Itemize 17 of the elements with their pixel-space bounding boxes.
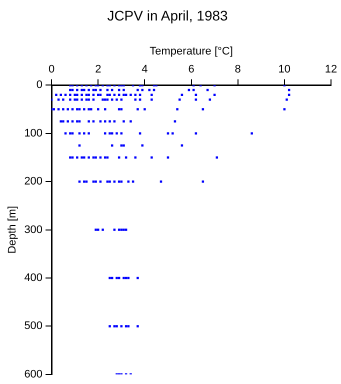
x-tick-label: 6 bbox=[188, 64, 194, 76]
y-tick-label: 600 bbox=[24, 368, 43, 380]
x-tick-label: 2 bbox=[95, 64, 102, 76]
y-tick-label: 300 bbox=[24, 224, 43, 236]
x-axis-title: Temperature [°C] bbox=[150, 45, 233, 58]
y-tick-label: 200 bbox=[24, 176, 43, 188]
y-axis-title: Depth [m] bbox=[6, 206, 19, 254]
x-tick-label: 12 bbox=[324, 64, 338, 76]
y-tick-label: 400 bbox=[24, 272, 43, 284]
x-tick-label: 10 bbox=[278, 64, 291, 76]
y-tick-label: 500 bbox=[24, 320, 43, 332]
y-tick-label: 100 bbox=[24, 127, 43, 140]
y-tick-label: 0 bbox=[36, 79, 43, 92]
x-tick-label: 0 bbox=[48, 64, 55, 76]
chart-title: JCPV in April, 1983 bbox=[107, 7, 228, 24]
x-tick-label: 4 bbox=[142, 64, 148, 76]
x-tick-label: 8 bbox=[234, 64, 241, 76]
